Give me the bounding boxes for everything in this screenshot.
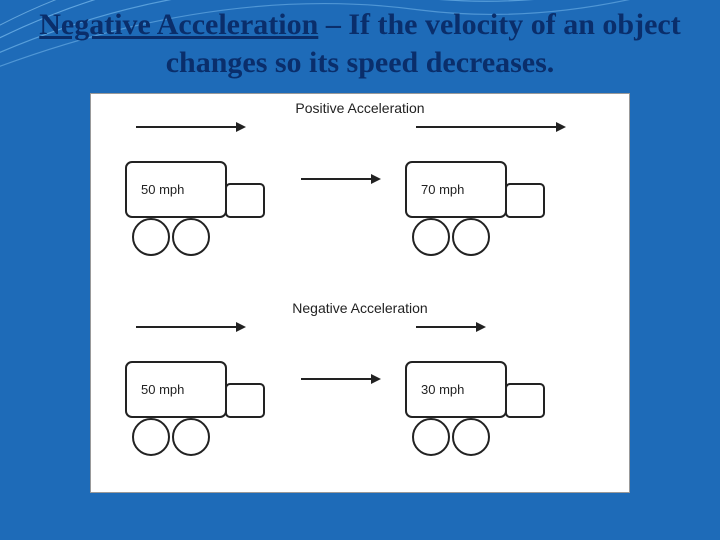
speed-label-1-1: 30 mph bbox=[421, 382, 464, 397]
title-term: Negative Acceleration bbox=[39, 8, 318, 41]
speed-label-1-0: 50 mph bbox=[141, 382, 184, 397]
diagram-container: Positive Acceleration Negative Accelerat… bbox=[90, 93, 630, 493]
truck-0-0 bbox=[121, 132, 291, 262]
transition-arrow-1 bbox=[301, 372, 381, 391]
section-title-positive: Positive Acceleration bbox=[91, 100, 629, 116]
speed-label-0-1: 70 mph bbox=[421, 182, 464, 197]
truck-0-1 bbox=[401, 132, 571, 262]
slide-title: Negative Acceleration – If the velocity … bbox=[30, 6, 690, 81]
transition-arrow-0 bbox=[301, 172, 381, 191]
speed-label-0-0: 50 mph bbox=[141, 182, 184, 197]
truck-1-0 bbox=[121, 332, 291, 462]
truck-1-1 bbox=[401, 332, 571, 462]
section-title-negative: Negative Acceleration bbox=[91, 300, 629, 316]
title-container: Negative Acceleration – If the velocity … bbox=[0, 0, 720, 89]
